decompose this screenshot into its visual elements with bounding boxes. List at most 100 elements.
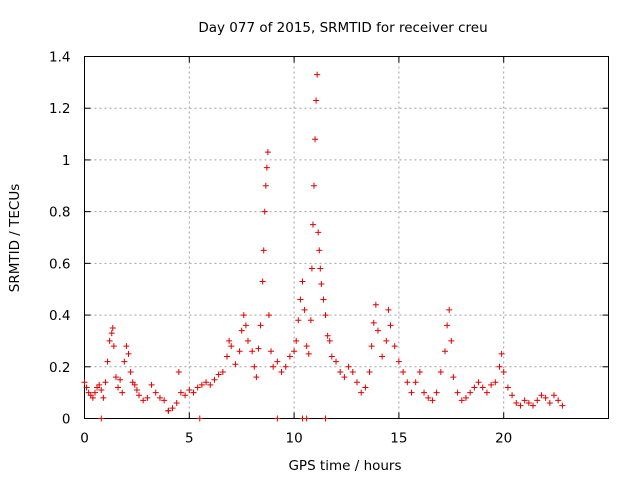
data-point — [450, 374, 457, 381]
data-point — [274, 415, 281, 422]
data-point — [299, 278, 306, 285]
data-point — [448, 337, 455, 344]
data-point — [274, 358, 281, 365]
x-tick-label: 20 — [495, 431, 512, 447]
data-point — [161, 397, 168, 404]
data-point — [262, 182, 269, 189]
data-point — [286, 353, 293, 360]
data-point — [265, 312, 272, 319]
data-point — [119, 389, 126, 396]
data-point — [106, 337, 113, 344]
data-point — [416, 368, 423, 375]
data-point — [467, 389, 474, 396]
data-points — [81, 71, 566, 422]
data-point — [117, 376, 124, 383]
data-point — [446, 306, 453, 313]
data-point — [109, 325, 116, 331]
data-point — [546, 399, 553, 406]
data-point — [483, 389, 490, 396]
data-point — [379, 353, 386, 360]
data-point — [311, 182, 318, 189]
data-point — [530, 402, 537, 409]
data-point — [479, 384, 486, 391]
data-point — [81, 379, 88, 386]
x-tick-labels: 0 5 10 15 20 — [80, 431, 512, 447]
data-point — [345, 363, 352, 370]
data-point — [156, 394, 163, 401]
data-point — [383, 337, 390, 344]
data-point — [177, 389, 184, 396]
data-point — [421, 389, 428, 396]
data-point — [108, 330, 115, 337]
data-point — [322, 312, 329, 319]
y-tick-label: 0.8 — [49, 205, 70, 221]
data-point — [538, 392, 545, 399]
data-point — [408, 389, 415, 396]
data-point — [555, 397, 562, 404]
x-tick-label: 5 — [185, 431, 194, 447]
data-point — [203, 379, 210, 386]
data-point — [488, 381, 495, 388]
data-point — [240, 312, 247, 319]
data-point — [96, 381, 103, 388]
data-point — [278, 368, 285, 375]
data-point — [509, 392, 516, 399]
data-point — [282, 363, 289, 370]
data-point — [444, 322, 451, 329]
data-point — [316, 247, 323, 254]
data-point — [362, 384, 369, 391]
data-point — [358, 389, 365, 396]
x-tick-label: 10 — [286, 431, 303, 447]
data-point — [458, 397, 465, 404]
data-point — [219, 368, 226, 375]
data-point — [312, 136, 319, 143]
data-point — [504, 384, 511, 391]
data-point — [238, 327, 245, 334]
data-point — [102, 379, 109, 386]
data-point — [328, 353, 335, 360]
y-tick-label: 1.4 — [49, 50, 70, 66]
data-point — [437, 368, 444, 375]
data-point — [498, 350, 505, 357]
data-point — [207, 381, 214, 388]
data-point — [517, 402, 524, 409]
data-point — [228, 343, 235, 350]
y-tick-label: 0.2 — [49, 360, 70, 376]
data-point — [305, 350, 312, 357]
data-point — [391, 343, 398, 350]
data-point — [194, 384, 201, 391]
data-point — [186, 387, 193, 394]
data-point — [259, 278, 266, 285]
data-point — [91, 389, 98, 396]
data-point — [308, 265, 315, 272]
data-point — [127, 368, 134, 375]
data-point — [521, 397, 528, 404]
data-point — [264, 149, 271, 156]
data-point — [293, 337, 300, 344]
data-point — [182, 392, 189, 399]
data-point — [175, 368, 182, 375]
data-point — [257, 322, 264, 329]
y-axis-label: SRMTID / TECUs — [7, 184, 23, 292]
data-point — [144, 394, 151, 401]
data-point — [315, 229, 322, 236]
data-point — [326, 337, 333, 344]
data-point — [500, 368, 507, 375]
data-point — [317, 265, 324, 272]
data-point — [125, 350, 132, 357]
data-point — [301, 306, 308, 313]
data-point — [333, 358, 340, 365]
data-point — [395, 358, 402, 365]
data-point — [104, 358, 111, 365]
data-point — [318, 281, 325, 288]
data-point — [475, 379, 482, 386]
data-point — [372, 301, 379, 308]
data-point — [152, 389, 159, 396]
data-point — [525, 399, 532, 406]
data-point — [496, 363, 503, 370]
data-point — [263, 164, 270, 171]
data-point — [198, 381, 205, 388]
data-point — [115, 384, 122, 391]
data-point — [551, 392, 558, 399]
data-point — [353, 379, 360, 386]
